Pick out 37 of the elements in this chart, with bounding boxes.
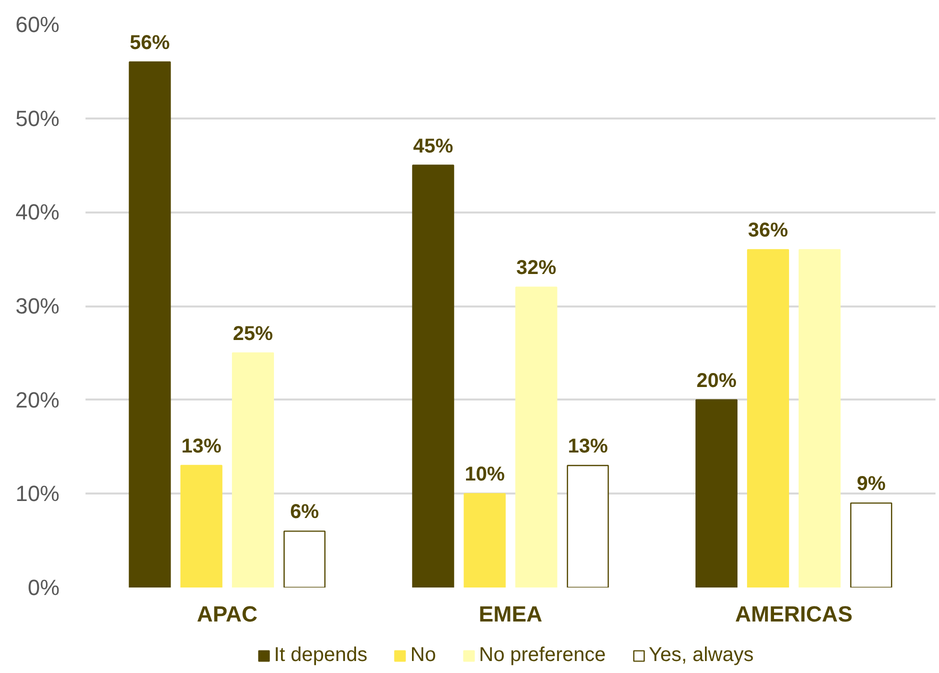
- bar: [566, 464, 609, 588]
- bar: [798, 249, 841, 588]
- bar: [412, 164, 454, 588]
- data-label: 10%: [464, 464, 505, 486]
- y-tick-label: 20%: [15, 387, 60, 412]
- y-tick-label: 60%: [15, 12, 60, 37]
- bar: [232, 352, 274, 588]
- bar: [464, 493, 506, 588]
- bar: [515, 286, 558, 588]
- bar: [284, 530, 326, 588]
- x-tick-label: APAC: [196, 602, 258, 626]
- data-label: 6%: [290, 501, 320, 524]
- data-label: 9%: [856, 473, 886, 496]
- y-tick-label: 40%: [15, 200, 60, 225]
- legend-label: No preference: [479, 644, 606, 667]
- y-tick-label: 0%: [28, 575, 60, 600]
- legend-label: Yes, always: [648, 644, 754, 667]
- y-tick-label: 10%: [15, 481, 60, 506]
- legend-label: It depends: [274, 644, 368, 667]
- legend-label: No: [410, 644, 436, 667]
- data-label: 13%: [568, 436, 608, 458]
- bar: [128, 61, 171, 588]
- bar: [747, 249, 790, 588]
- x-tick-label: AMERICAS: [735, 602, 853, 626]
- data-label: 45%: [413, 135, 454, 158]
- y-tick-label: 50%: [15, 106, 60, 131]
- bar: [180, 464, 222, 588]
- data-label: 36%: [748, 220, 788, 242]
- data-label: 25%: [232, 322, 274, 345]
- y-tick-label: 30%: [15, 294, 60, 318]
- data-label: 56%: [130, 32, 170, 54]
- bar: [850, 502, 892, 588]
- x-tick-label: EMEA: [478, 602, 542, 626]
- data-label: 13%: [181, 436, 222, 458]
- data-label: 20%: [696, 370, 737, 392]
- data-label: 32%: [516, 257, 557, 280]
- bar: [695, 399, 738, 588]
